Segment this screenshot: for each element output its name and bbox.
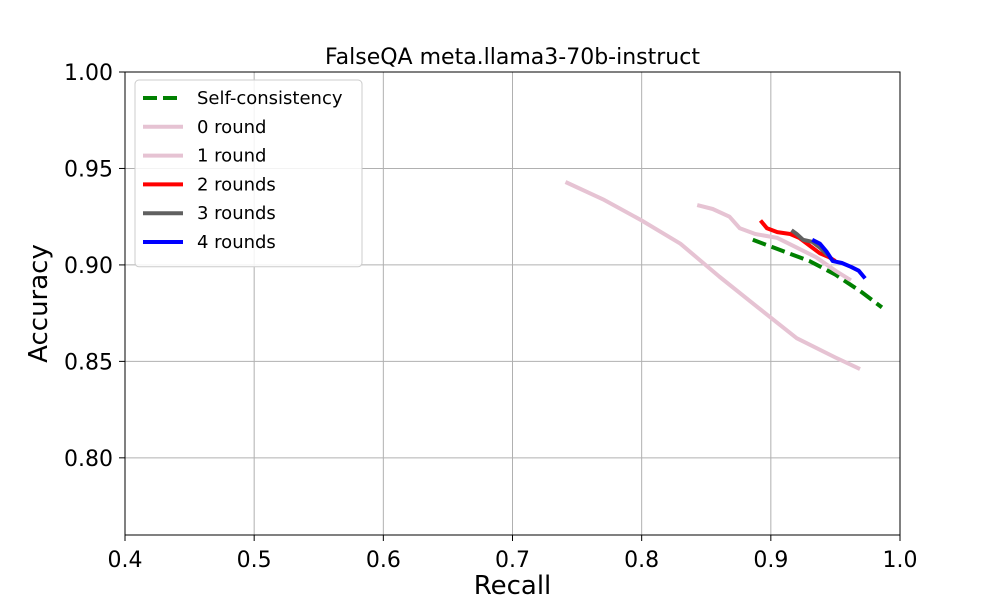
y-tick-label: 0.90 — [64, 254, 113, 279]
legend-box — [134, 79, 363, 268]
x-tick-label: 0.6 — [366, 548, 401, 573]
x-tick-label: 1.0 — [883, 548, 918, 573]
series-line-self-consistency — [752, 237, 884, 309]
series-line-0-round — [564, 180, 861, 371]
x-tick-label: 0.4 — [108, 548, 143, 573]
legend-label: Self-consistency — [197, 88, 343, 109]
legend-label: 1 round — [197, 146, 266, 167]
series-layer — [564, 180, 884, 371]
legend-label: 3 rounds — [197, 203, 276, 224]
series-line-3-rounds — [790, 228, 830, 257]
y-tick-label: 0.95 — [64, 157, 113, 182]
series-line-4-rounds — [811, 238, 867, 280]
chart-title: FalseQA meta.llama3-70b-instruct — [325, 45, 700, 70]
legend-label: 0 round — [197, 117, 266, 138]
y-axis-label: Accuracy — [24, 244, 54, 363]
x-tick-label: 0.8 — [624, 548, 659, 573]
series-line-1-round — [696, 203, 852, 283]
y-tick-label: 0.80 — [64, 447, 113, 472]
x-tick-label: 0.7 — [495, 548, 530, 573]
legend-label: 2 rounds — [197, 174, 276, 195]
x-tick-label: 0.5 — [237, 548, 272, 573]
y-tick-label: 0.85 — [64, 350, 113, 375]
y-tick-label: 1.00 — [64, 61, 113, 86]
legend: Self-consistency 0 round 1 round 2 rounds 3 … — [134, 79, 363, 268]
legend-label: 4 rounds — [197, 232, 276, 253]
axis-ticks: 0.4 0.5 0.6 0.7 0.8 0.9 1.0 0.80 0.85 0.90 0.95 1.0… — [64, 61, 917, 573]
x-tick-label: 0.9 — [753, 548, 788, 573]
x-axis-label: Recall — [474, 571, 552, 600]
